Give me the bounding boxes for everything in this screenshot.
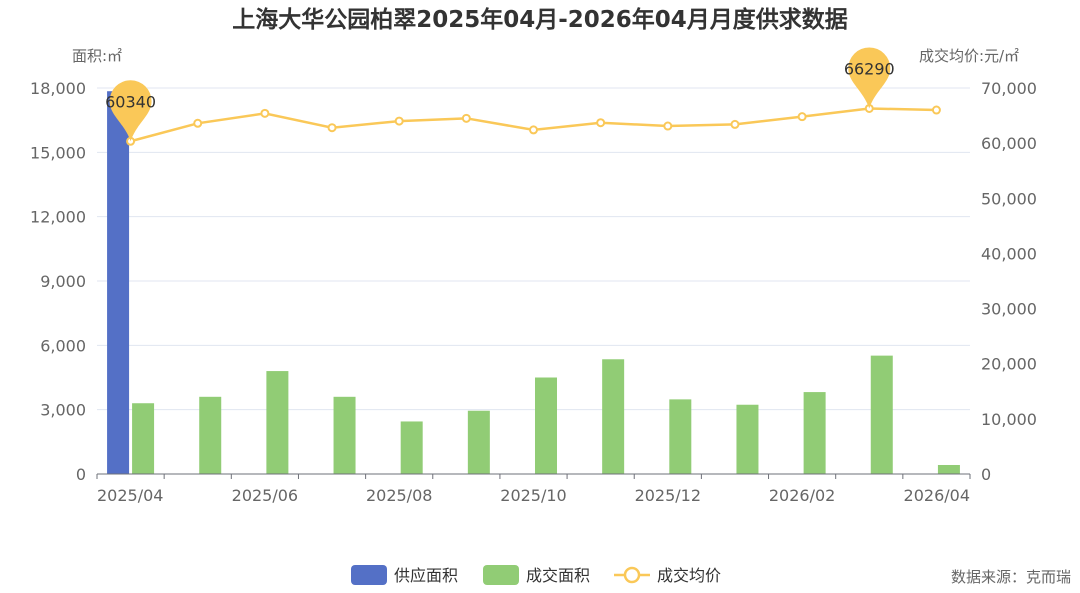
- left-tick-label: 12,000: [30, 208, 86, 227]
- legend-item[interactable]: 供应面积: [351, 565, 458, 585]
- pin-label: 60340: [105, 92, 156, 111]
- deal-bar: [669, 399, 692, 474]
- price-point: [260, 108, 270, 118]
- annotations: 60340 66290: [105, 47, 895, 142]
- right-tick-label: 20,000: [981, 355, 1037, 374]
- x-tick-label: 2026/02: [769, 486, 835, 505]
- x-tick-label: 2025/10: [500, 486, 566, 505]
- x-tick-label: 2025/12: [635, 486, 701, 505]
- left-tick-label: 9,000: [40, 272, 86, 291]
- price-point: [327, 123, 337, 133]
- price-point: [730, 119, 740, 129]
- deal-bar: [870, 355, 893, 474]
- price-line: [126, 103, 941, 146]
- right-tick-label: 60,000: [981, 134, 1037, 153]
- legend-item[interactable]: 成交均价: [614, 566, 721, 585]
- right-tick-label: 70,000: [981, 79, 1037, 98]
- price-pin: 60340: [105, 80, 156, 142]
- right-axis-name: 成交均价:元/㎡: [919, 47, 1019, 65]
- bars: [107, 91, 960, 474]
- axes: 0 3,000 6,000 9,000 12,000 15,000 18,000 0 10,00…: [30, 79, 1037, 505]
- deal-bar: [333, 396, 356, 474]
- left-tick-label: 15,000: [30, 143, 86, 162]
- x-tick-label: 2025/08: [366, 486, 432, 505]
- legend-label: 成交面积: [526, 566, 590, 585]
- deal-bar: [937, 464, 960, 474]
- pin-shape: [109, 80, 152, 142]
- legend-marker: [623, 566, 641, 584]
- left-tick-label: 6,000: [40, 336, 86, 355]
- legend[interactable]: 供应面积 成交面积 成交均价: [351, 565, 721, 585]
- legend-label: 成交均价: [657, 566, 721, 585]
- deal-bar: [400, 421, 423, 474]
- source-note: 数据来源：克而瑞: [951, 568, 1071, 586]
- price-point: [931, 105, 941, 115]
- left-tick-label: 18,000: [30, 79, 86, 98]
- pin-label: 66290: [844, 59, 895, 78]
- left-axis-name: 面积:㎡: [72, 47, 122, 65]
- price-point: [529, 125, 538, 135]
- chart-title: 上海大华公园柏翠2025年04月-2026年04月月度供求数据: [232, 6, 848, 33]
- right-tick-label: 10,000: [981, 410, 1037, 429]
- right-tick-label: 30,000: [981, 300, 1037, 319]
- price-point: [797, 112, 807, 122]
- deal-bar: [467, 410, 490, 474]
- deal-bar: [266, 371, 289, 474]
- price-point: [394, 116, 404, 126]
- price-point: [461, 113, 471, 123]
- deal-bar: [602, 359, 625, 474]
- left-tick-label: 0: [76, 465, 86, 484]
- x-tick-label: 2025/04: [97, 486, 163, 505]
- x-tick-label: 2026/04: [904, 486, 970, 505]
- legend-swatch: [483, 565, 519, 585]
- legend-item[interactable]: 成交面积: [483, 565, 590, 585]
- price-line-path: [130, 107, 937, 143]
- price-point: [663, 121, 673, 131]
- right-tick-label: 0: [981, 465, 991, 484]
- deal-bar: [535, 377, 557, 474]
- x-tick-label: 2025/06: [232, 486, 298, 505]
- price-point: [193, 118, 203, 128]
- deal-bar: [199, 396, 222, 474]
- grid: [97, 87, 970, 411]
- supply-bar: [107, 91, 130, 474]
- legend-swatch: [351, 565, 387, 585]
- legend-label: 供应面积: [394, 566, 458, 585]
- deal-bar: [803, 392, 826, 474]
- price-pin: 66290: [844, 47, 895, 109]
- pin-shape: [848, 47, 891, 109]
- right-tick-label: 40,000: [981, 244, 1037, 263]
- left-tick-label: 3,000: [40, 401, 86, 420]
- deal-bar: [132, 403, 155, 474]
- deal-bar: [736, 404, 759, 474]
- right-tick-label: 50,000: [981, 189, 1037, 208]
- price-point: [596, 118, 606, 128]
